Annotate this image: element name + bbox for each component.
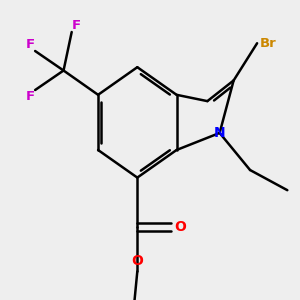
Text: F: F <box>26 38 35 51</box>
Text: O: O <box>174 220 186 234</box>
Text: Br: Br <box>260 37 277 50</box>
Text: F: F <box>26 90 35 103</box>
Text: F: F <box>72 19 81 32</box>
Text: N: N <box>214 126 225 140</box>
Text: O: O <box>131 254 143 268</box>
